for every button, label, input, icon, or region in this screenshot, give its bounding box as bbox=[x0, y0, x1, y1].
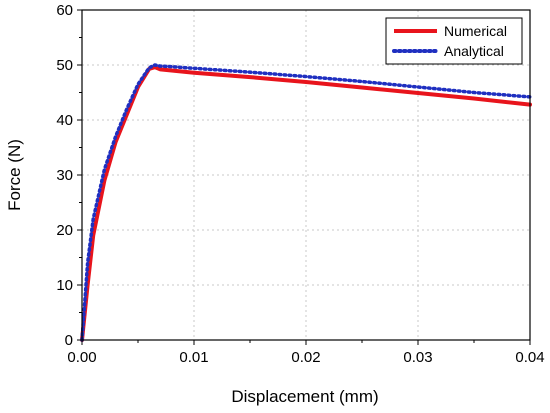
series-lines bbox=[80, 63, 532, 342]
y-tick-label: 40 bbox=[56, 112, 73, 129]
series-line-analytical bbox=[80, 63, 532, 342]
legend-label-numerical: Numerical bbox=[444, 23, 507, 39]
x-tick-label: 0.03 bbox=[403, 349, 432, 366]
legend-label-analytical: Analytical bbox=[444, 43, 504, 59]
y-tick-label: 0 bbox=[65, 332, 73, 349]
y-tick-label: 20 bbox=[56, 222, 73, 239]
y-tick-label: 60 bbox=[56, 2, 73, 19]
y-tick-label: 50 bbox=[56, 57, 73, 74]
y-tick-label: 10 bbox=[56, 277, 73, 294]
x-tick-label: 0.01 bbox=[179, 349, 208, 366]
legend-box bbox=[385, 17, 523, 65]
tick-labels: 0.00 0.01 0.02 0.03 0.04 0 10 20 30 40 50 60 bbox=[56, 2, 544, 366]
y-tick-label: 30 bbox=[56, 167, 73, 184]
series-line-numerical bbox=[80, 65, 532, 342]
x-axis-title: Displacement (mm) bbox=[231, 387, 378, 406]
axes bbox=[77, 9, 531, 345]
x-tick-label: 0.04 bbox=[515, 349, 544, 366]
x-tick-label: 0.00 bbox=[67, 349, 96, 366]
x-tick-label: 0.02 bbox=[291, 349, 320, 366]
y-axis-title: Force (N) bbox=[5, 139, 24, 211]
legend: Numerical Analytical bbox=[385, 17, 523, 65]
